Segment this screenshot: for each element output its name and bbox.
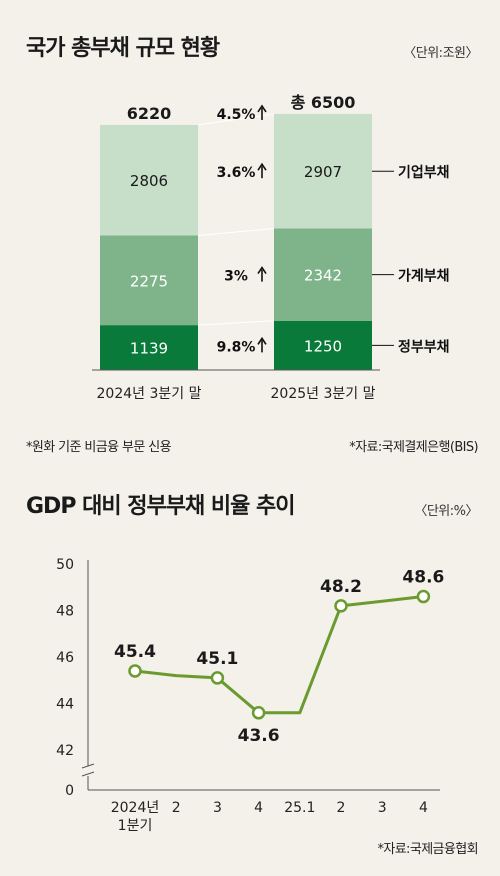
x-tick-label: 3	[378, 800, 387, 816]
y-tick-label: 42	[56, 743, 74, 759]
y-tick-label: 48	[56, 604, 74, 620]
x-tick-label: 25.1	[284, 800, 315, 816]
bar-segment-government	[274, 320, 372, 370]
change-label: 3.6%	[217, 165, 256, 181]
x-tick-label: 4	[419, 800, 428, 816]
legend-label: 정부부채	[398, 338, 450, 355]
chart1-note: *원화 기준 비금융 부문 신용	[26, 440, 172, 455]
data-point-marker	[128, 664, 142, 678]
x-tick-label: 4	[254, 800, 263, 816]
chart2-source: *자료:국제금융협회	[377, 842, 478, 857]
up-arrow-icon	[257, 104, 267, 113]
category-label: 2024년 3분기 말	[97, 386, 202, 402]
chart1-title: 국가 총부채 규모 현황	[26, 36, 220, 61]
series-line	[134, 595, 424, 715]
x-tick-label: 2024년	[111, 800, 160, 816]
bar-value-label: 2342	[304, 267, 342, 285]
data-point-marker	[334, 599, 348, 613]
bar-value-label: 2806	[130, 172, 168, 190]
up-arrow-icon	[257, 336, 267, 345]
x-tick-label: 2	[337, 800, 346, 816]
chart1-source: *자료:국제결제은행(BIS)	[349, 440, 478, 455]
bar-value-label: 1139	[130, 340, 168, 358]
data-point-marker	[210, 671, 225, 685]
x-tick-label: 2	[172, 800, 181, 816]
chart2-title: GDP 대비 정부부채 비율 추이	[26, 494, 295, 519]
connector-line	[197, 227, 275, 236]
change-label: 9.8%	[217, 339, 256, 355]
chart1-unit: 〈단위:조원〉	[403, 46, 478, 61]
bar-segment-household	[100, 235, 198, 326]
up-arrow-icon	[257, 266, 267, 275]
x-tick-label: 1분기	[118, 818, 153, 834]
category-label: 2025년 3분기 말	[271, 386, 376, 402]
y-tick-label: 44	[56, 697, 74, 713]
bar-segment-corporate	[274, 113, 372, 229]
data-point-marker	[251, 706, 266, 720]
data-value-label: 45.4	[114, 642, 156, 662]
y-tick-label: 0	[65, 783, 74, 799]
x-tick-label: 3	[213, 800, 222, 816]
chart2-unit: 〈단위:%〉	[414, 504, 478, 519]
bar-value-label: 2275	[130, 272, 168, 290]
data-value-label: 48.6	[402, 568, 444, 588]
data-value-label: 43.6	[238, 726, 280, 746]
y-tick-label: 46	[56, 650, 74, 666]
bar-value-label: 1250	[304, 337, 342, 355]
connector-line	[197, 320, 275, 326]
y-tick-label: 50	[56, 557, 74, 573]
bar-total-label: 총 6500	[291, 93, 356, 112]
line-chart: 0 42 44 46 48 50 2024년 1분기 2 3 4 25.1 2 3 4 45.4 45.1 43.…	[56, 557, 444, 834]
bar-value-label: 2907	[304, 163, 342, 181]
bar-segment-government	[100, 325, 198, 370]
data-value-label: 48.2	[320, 577, 362, 597]
data-value-label: 45.1	[196, 649, 238, 669]
change-label: 4.5%	[217, 107, 256, 123]
bar-total-label: 6220	[127, 104, 172, 123]
bar-segment-household	[274, 228, 372, 321]
bar-segment-corporate	[100, 124, 198, 236]
change-label: 3%	[224, 269, 248, 285]
legend-label: 가계부채	[398, 269, 450, 285]
legend-label: 기업부채	[398, 165, 450, 181]
up-arrow-icon	[257, 162, 267, 171]
axis-break-icon	[81, 763, 95, 777]
data-point-marker	[416, 589, 431, 604]
stacked-bar-chart: 1139 2275 2806 6220 2024년 3분기 말 1250 2342 2907 총…	[92, 93, 450, 402]
